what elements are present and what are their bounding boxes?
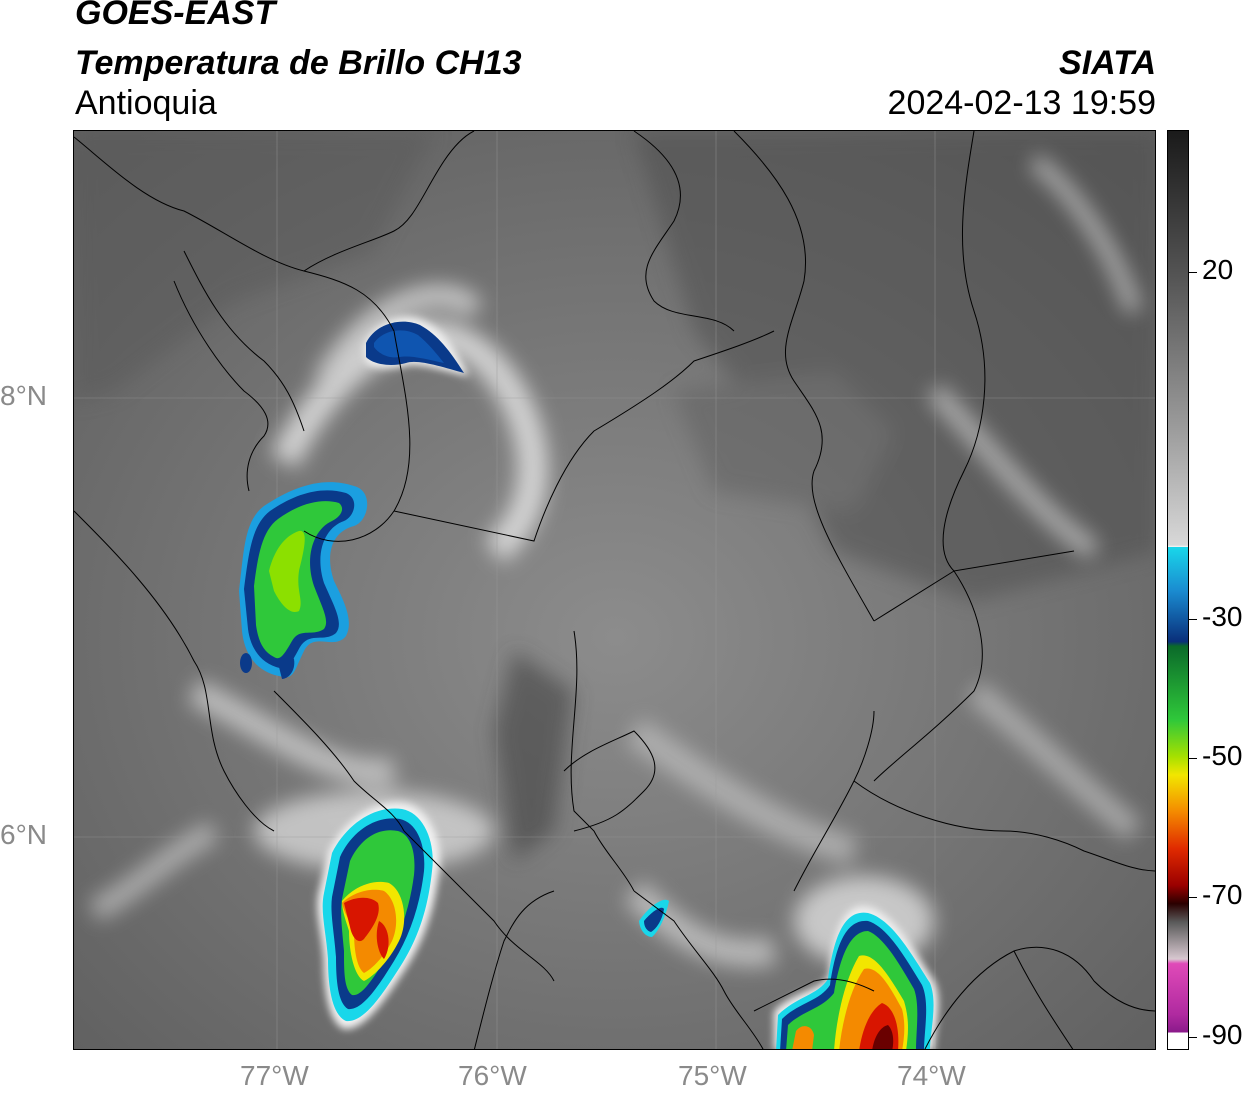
storm-cell-south-east [774, 906, 939, 1049]
colorbar-tick-20 [1189, 272, 1197, 273]
colorbar-label-minus70: -70 [1202, 879, 1243, 910]
satellite-title: GOES-EAST [75, 0, 276, 32]
map-canvas [74, 131, 1155, 1049]
colorbar-tick-minus30 [1189, 619, 1197, 620]
colorbar-tick-minus70 [1189, 897, 1197, 898]
region-label: Antioquia [75, 84, 217, 122]
organization-label: SIATA [1059, 44, 1156, 82]
lat-label-6n: 6°N [0, 819, 47, 850]
colorbar-label-minus50: -50 [1202, 740, 1243, 771]
colorbar-scale [1168, 131, 1188, 1049]
colorbar-label-minus90: -90 [1202, 1019, 1243, 1050]
lon-label-77w: 77°W [240, 1060, 309, 1091]
boundaries [74, 131, 1155, 1049]
graticule [74, 131, 1155, 1049]
brightness-temperature-map[interactable] [73, 130, 1156, 1050]
colorbar [1167, 130, 1189, 1050]
lat-label-8n: 8°N [0, 380, 47, 411]
colorbar-tick-minus90 [1189, 1037, 1197, 1038]
colorbar-label-20: 20 [1202, 254, 1234, 285]
lon-label-75w: 75°W [678, 1060, 747, 1091]
lon-label-76w: 76°W [458, 1060, 527, 1091]
datetime-label: 2024-02-13 19:59 [887, 84, 1156, 122]
storm-cell-west [239, 482, 368, 679]
storm-cell-south-west [317, 802, 440, 1030]
storm-cell-north [364, 317, 469, 376]
colorbar-gradient [1168, 131, 1188, 1049]
product-title: Temperatura de Brillo CH13 [75, 44, 522, 82]
colorbar-label-minus30: -30 [1202, 601, 1243, 632]
lon-label-74w: 74°W [897, 1060, 966, 1091]
storm-cell-small [639, 899, 669, 937]
colorbar-tick-minus50 [1189, 758, 1197, 759]
